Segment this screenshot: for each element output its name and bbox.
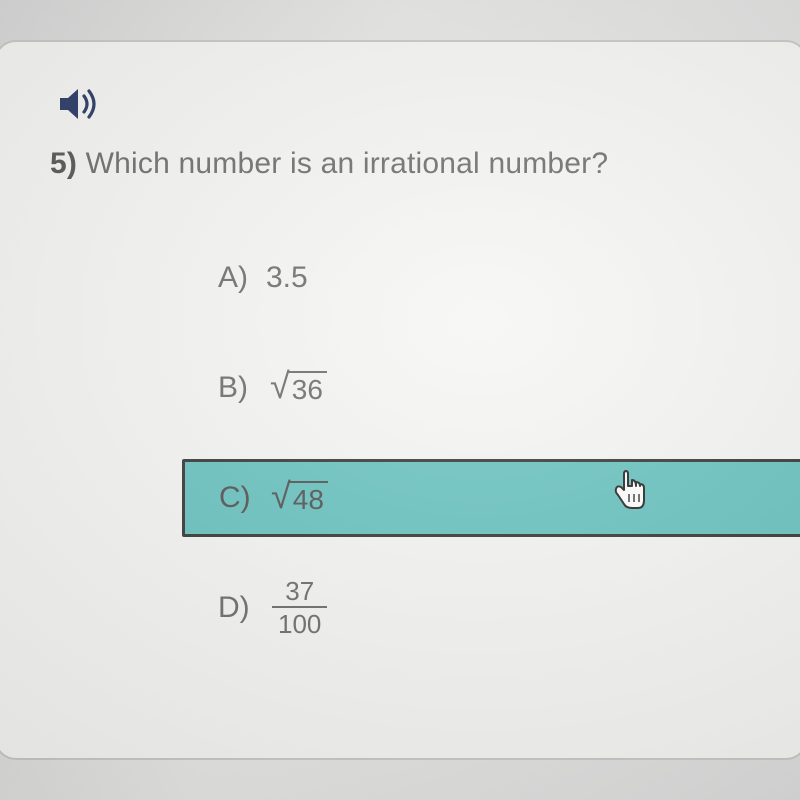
audio-icon[interactable] [56,84,758,129]
answer-letter: D) [218,591,266,625]
answer-letter: B) [218,371,266,405]
answer-letter: A) [218,261,266,295]
radicand: 36 [288,371,327,405]
answer-value: 3.5 [266,261,308,295]
sqrt-expression: √ 48 [271,481,328,515]
question-card: 5) Which number is an irrational number?… [0,40,800,760]
fraction-expression: 37 100 [272,577,327,638]
radicand: 48 [289,481,328,515]
answer-option-d[interactable]: D) 37 100 [200,569,758,647]
answer-option-a[interactable]: A) 3.5 [200,239,758,317]
sqrt-expression: √ 36 [270,371,327,405]
denominator: 100 [272,606,327,639]
answer-list: A) 3.5 B) √ 36 C) √ 48 D) 37 100 [200,239,758,647]
answer-letter: C) [219,481,267,515]
question-text: 5) Which number is an irrational number? [50,147,758,181]
numerator: 37 [279,577,320,606]
answer-option-c[interactable]: C) √ 48 [182,459,800,537]
question-body: Which number is an irrational number? [86,147,609,180]
question-number: 5) [50,147,77,180]
answer-option-b[interactable]: B) √ 36 [200,349,758,427]
